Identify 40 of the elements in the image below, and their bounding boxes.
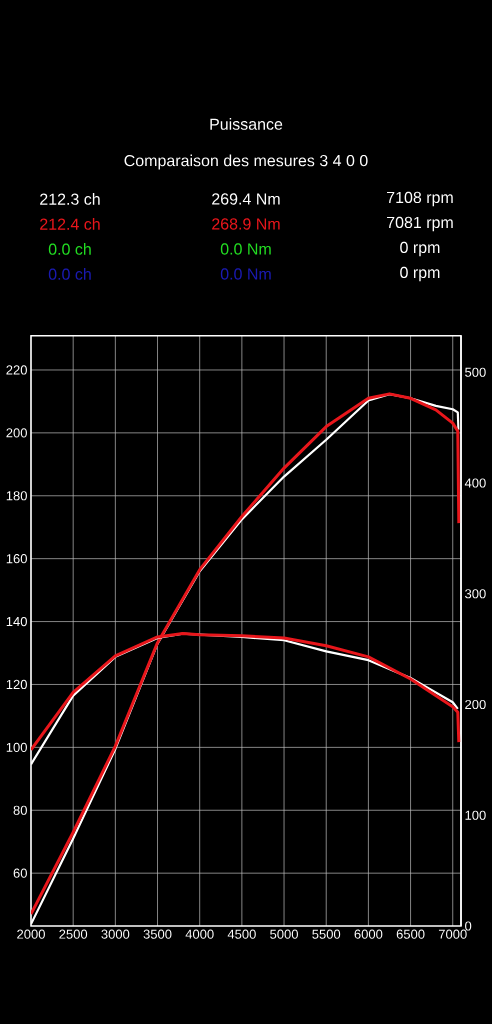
y-tick-label: 180: [6, 491, 27, 501]
y2-tick-label: 300: [465, 589, 486, 599]
y-tick-label: 160: [6, 554, 27, 564]
x-tick-label: 6500: [396, 929, 425, 939]
text: 212.4 ch: [40, 218, 100, 230]
text: 0.0 ch: [48, 243, 91, 255]
y-tick-label: 60: [13, 868, 27, 878]
y2-tick-label: 500: [465, 367, 486, 377]
x-tick-label: 4500: [227, 929, 256, 939]
x-tick-label: 3500: [143, 929, 172, 939]
x-tick-label: 3000: [101, 929, 130, 939]
y-tick-label: 200: [6, 428, 27, 438]
y2-tick-label: 0: [465, 921, 472, 931]
x-tick-label: 7000: [438, 929, 467, 939]
y-tick-label: 120: [6, 679, 27, 690]
x-tick-label: 6000: [354, 929, 383, 939]
y-tick-label: 140: [6, 616, 27, 627]
y-tick-label: 220: [6, 365, 27, 375]
y-tick-label: 100: [6, 742, 27, 752]
x-tick-label: 4000: [185, 929, 214, 939]
text: 7108 rpm: [387, 191, 453, 207]
x-tick-label: 2500: [59, 929, 88, 939]
chart-subtitle: Comparaison des mesures 3 4 0 0: [124, 154, 368, 170]
text: 0.0 Nm: [220, 243, 271, 255]
text: 269.4 Nm: [212, 193, 280, 205]
y2-tick-label: 200: [465, 699, 486, 710]
text: 212.3 ch: [40, 193, 100, 205]
y2-tick-label: 400: [464, 478, 486, 488]
chart-title: Puissance: [210, 118, 283, 130]
text: 0.0 ch: [48, 268, 91, 280]
text: 0.0 Nm: [220, 268, 271, 280]
y-tick-label: 80: [13, 805, 27, 815]
x-tick-label: 5000: [270, 929, 298, 939]
x-tick-label: 5500: [312, 929, 341, 939]
y2-tick-label: 100: [465, 810, 486, 820]
text: 0 rpm: [400, 266, 440, 282]
text: 7081 rpm: [387, 216, 453, 232]
text: 268.9 Nm: [212, 218, 280, 230]
x-tick-label: 2000: [17, 929, 45, 939]
text: 0 rpm: [400, 241, 440, 257]
